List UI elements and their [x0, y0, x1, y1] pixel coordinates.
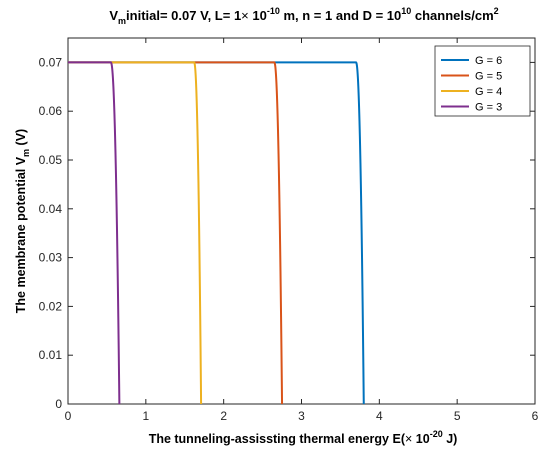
- y-tick-label: 0.07: [39, 55, 63, 69]
- y-axis-label: The membrane potential Vm (V): [14, 129, 31, 313]
- legend-box: [434, 45, 531, 117]
- y-tick-label: 0.04: [39, 202, 63, 216]
- legend-label: G = 4: [475, 86, 502, 98]
- y-tick-label: 0.05: [39, 153, 63, 167]
- x-axis-label: The tunneling-assissting thermal energy …: [149, 429, 458, 446]
- x-tick-label: 5: [454, 409, 461, 423]
- y-tick-label: 0.06: [39, 104, 63, 118]
- y-axis-ticks: 0 0.01 0.02 0.03 0.04 0.05 0.06 0.07: [39, 55, 535, 411]
- chart-title: Vminitial= 0.07 V, L= 1× 10-10 m, n = 1 …: [109, 6, 498, 26]
- y-tick-label: 0.01: [39, 348, 63, 362]
- x-tick-label: 1: [142, 409, 149, 423]
- series-line: [68, 61, 365, 405]
- x-tick-label: 4: [376, 409, 383, 423]
- y-tick-label: 0: [55, 397, 62, 411]
- x-tick-label: 2: [220, 409, 227, 423]
- x-tick-label: 6: [532, 409, 539, 423]
- legend-label: G = 3: [475, 102, 502, 114]
- y-tick-label: 0.02: [39, 299, 63, 313]
- series-line: [68, 61, 284, 405]
- legend-label: G = 5: [475, 71, 502, 83]
- series-line: [68, 61, 203, 405]
- x-tick-label: 3: [298, 409, 305, 423]
- series-line: [68, 61, 121, 405]
- legend-label: G = 6: [475, 55, 502, 67]
- x-axis-ticks: 0 1 2 3 4 5 6: [65, 38, 539, 423]
- x-tick-label: 0: [65, 409, 72, 423]
- legend: G = 6 G = 5 G = 4 G = 3: [434, 45, 531, 117]
- y-tick-label: 0.03: [39, 251, 63, 265]
- series-lines: [68, 61, 365, 405]
